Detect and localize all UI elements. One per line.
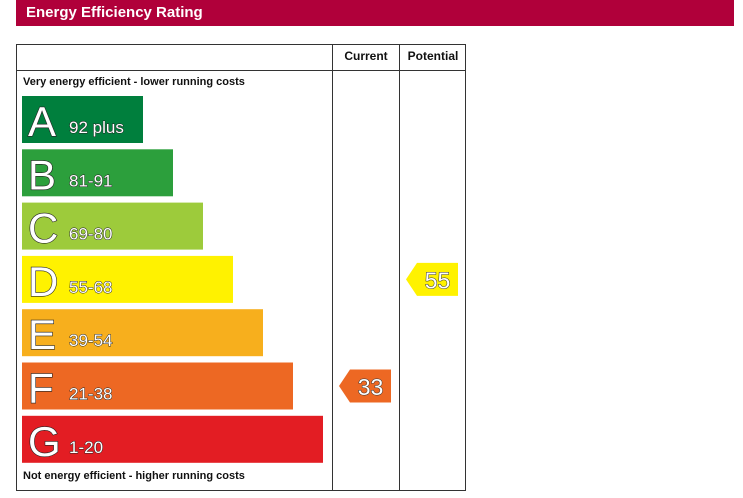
band-f-bar <box>22 362 293 410</box>
inefficient-note: Not energy efficient - higher running co… <box>23 470 245 482</box>
band-b-bar <box>22 149 173 197</box>
current-column-header: Current <box>344 49 388 63</box>
band-f-range: 21-38 <box>69 385 112 404</box>
current-rating-value: 33 <box>358 374 384 400</box>
header-bar: Energy Efficiency Rating <box>16 0 734 26</box>
column-divider-current <box>332 44 333 491</box>
band-e-bar <box>22 309 263 357</box>
band-e-letter: E <box>28 311 56 358</box>
page-title: Energy Efficiency Rating <box>26 4 203 21</box>
band-d-bar <box>22 255 233 303</box>
band-g-bar <box>22 415 323 463</box>
band-c-range: 69-80 <box>69 225 112 244</box>
band-b-range: 81-91 <box>69 171 112 190</box>
band-d-letter: D <box>28 258 58 305</box>
band-g-range: 1-20 <box>69 438 103 457</box>
band-g-letter: G <box>28 418 61 465</box>
band-f-letter: F <box>28 365 54 412</box>
potential-rating-value: 55 <box>425 267 451 293</box>
potential-rating-arrow <box>406 262 458 296</box>
band-c-letter: C <box>28 205 58 252</box>
band-a-range: 92 plus <box>69 118 124 137</box>
header-row-divider <box>16 70 466 71</box>
band-c-bar <box>22 202 203 250</box>
efficient-note: Very energy efficient - lower running co… <box>23 76 245 88</box>
band-d-range: 55-68 <box>69 278 112 297</box>
band-b-letter: B <box>28 151 56 198</box>
band-a-bar <box>22 96 143 143</box>
potential-column-header: Potential <box>407 49 459 63</box>
band-e-range: 39-54 <box>69 331 112 350</box>
current-rating-arrow <box>339 369 391 403</box>
rating-table-frame <box>16 44 466 491</box>
band-a-letter: A <box>28 98 56 145</box>
column-divider-potential <box>399 44 400 491</box>
